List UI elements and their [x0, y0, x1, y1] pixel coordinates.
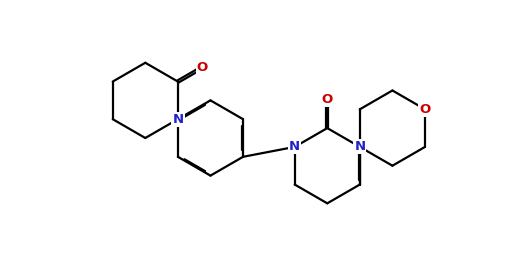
Text: N: N: [173, 113, 183, 126]
Text: O: O: [419, 103, 431, 116]
Text: N: N: [289, 140, 300, 153]
Text: O: O: [322, 93, 333, 106]
Text: O: O: [197, 61, 208, 74]
Text: N: N: [354, 140, 366, 153]
